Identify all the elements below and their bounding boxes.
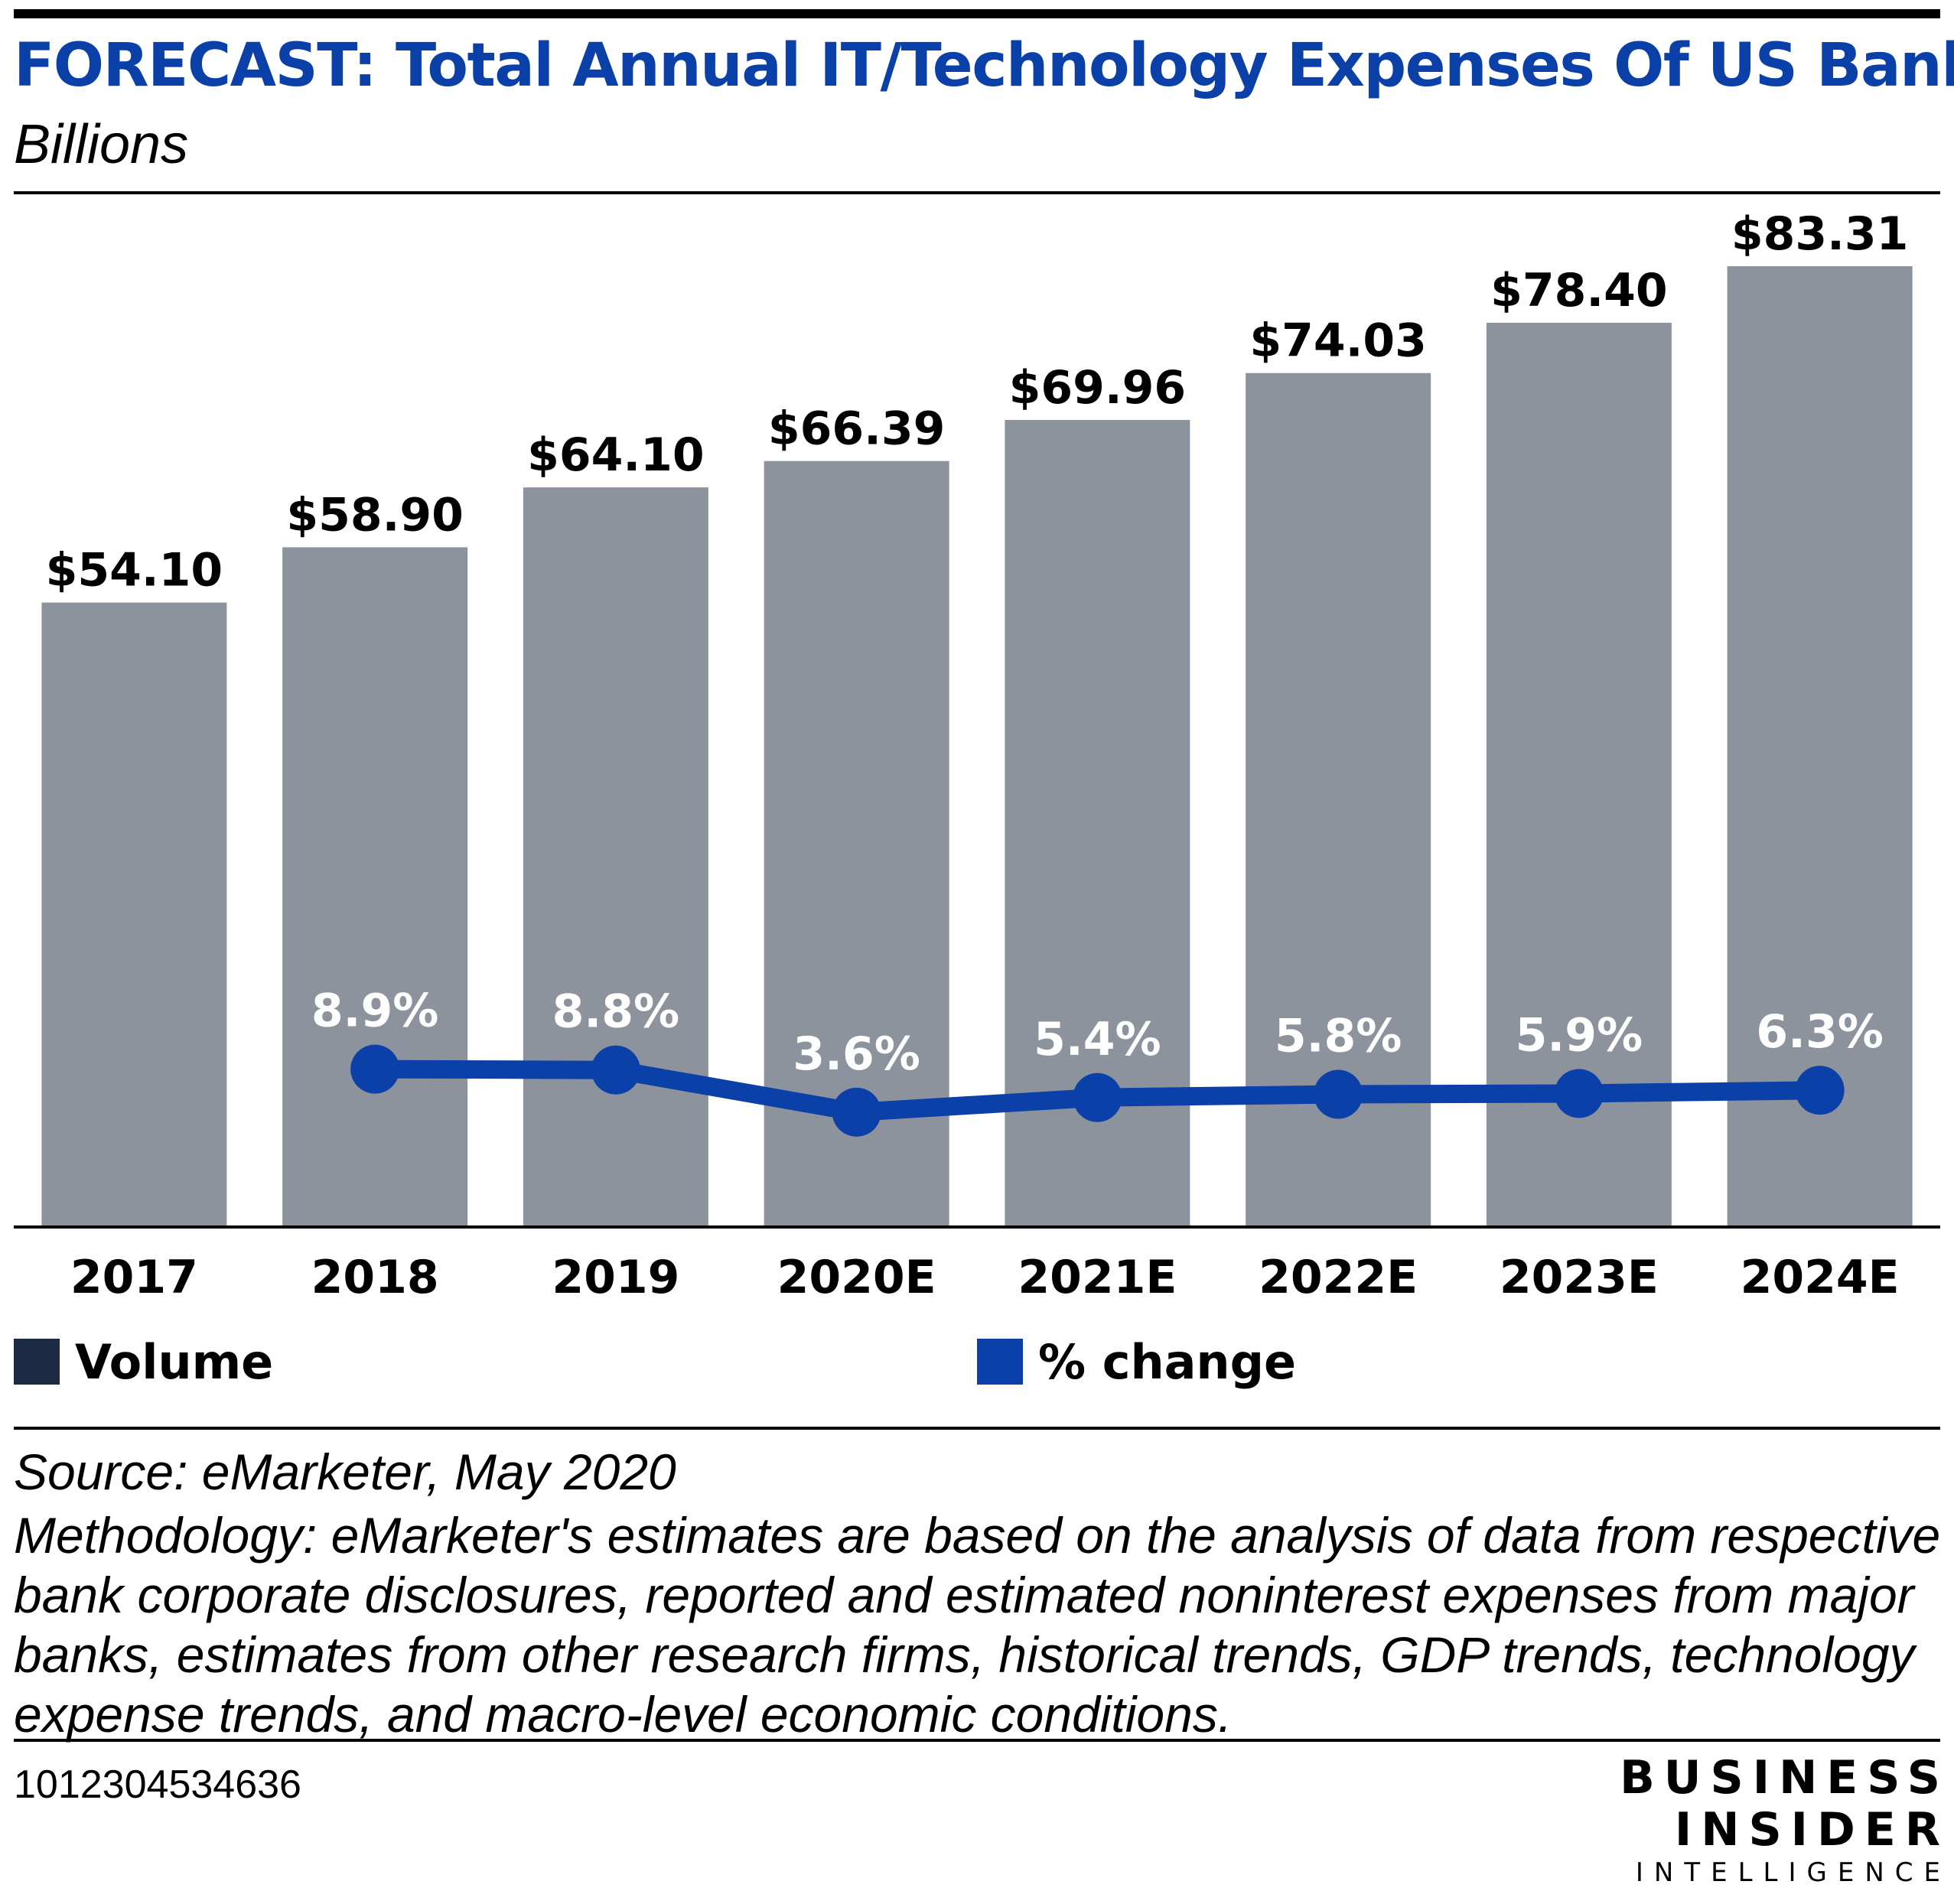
bar-volume [41, 602, 227, 1225]
line-point-label: 3.6% [793, 1027, 920, 1081]
line-point-label: 5.4% [1034, 1013, 1161, 1066]
bar-volume [282, 547, 468, 1225]
bar-line-chart: $54.10 2017 $58.90 2018 $64.10 2019 $66.39 2020… [14, 207, 1940, 1304]
x-tick-label: 2020E [777, 1251, 936, 1304]
logo-line-insider: INSIDER [1674, 1803, 1949, 1857]
chart-subtitle: Billions [14, 114, 189, 175]
methodology-note: Methodology: eMarketer's estimates are b… [14, 1507, 1941, 1743]
bar-value-label: $64.10 [527, 428, 705, 482]
line-point-pct-change [1795, 1066, 1845, 1115]
bar-value-label: $66.39 [768, 402, 946, 456]
chart-id: 1012304534636 [14, 1762, 301, 1807]
bar-value-label: $83.31 [1731, 207, 1909, 261]
x-tick-label: 2017 [70, 1251, 198, 1304]
line-point-label: 5.8% [1275, 1010, 1402, 1063]
bar-value-label: $58.90 [286, 488, 464, 542]
bar-volume [1727, 266, 1913, 1225]
x-tick-label: 2024E [1741, 1251, 1900, 1304]
bar-value-label: $74.03 [1249, 314, 1427, 368]
line-point-label: 8.9% [311, 985, 438, 1038]
x-tick-label: 2022E [1259, 1251, 1418, 1304]
legend-change-swatch [977, 1339, 1023, 1385]
footer-bottom-divider [14, 1739, 1940, 1742]
legend-volume-label: Volume [75, 1333, 274, 1390]
x-tick-label: 2021E [1018, 1251, 1177, 1304]
chart-title: FORECAST: Total Annual IT/Technology Exp… [14, 31, 1954, 100]
legend-volume-swatch [14, 1339, 60, 1385]
logo-line-business: BUSINESS [1620, 1751, 1949, 1805]
x-tick-label: 2019 [552, 1251, 679, 1304]
bar-value-label: $69.96 [1009, 361, 1187, 415]
x-axis-line [14, 1225, 1940, 1229]
x-tick-label: 2023E [1500, 1251, 1659, 1304]
line-point-pct-change [832, 1087, 881, 1137]
line-point-pct-change [1554, 1069, 1604, 1118]
legend-change: % change [977, 1327, 1296, 1396]
bar-value-label: $54.10 [46, 544, 223, 597]
line-point-pct-change [1314, 1069, 1363, 1119]
x-tick-label: 2018 [311, 1251, 439, 1304]
bar-volume [523, 487, 708, 1225]
line-point-pct-change [350, 1044, 400, 1094]
bar-value-label: $78.40 [1490, 264, 1668, 317]
business-insider-intelligence-logo: BUSINESS INSIDER INTELLIGENCE [1620, 1752, 1940, 1889]
line-point-pct-change [1073, 1072, 1122, 1122]
legend-volume: Volume [14, 1327, 273, 1396]
footer-divider [14, 1427, 1940, 1430]
line-point-label: 8.8% [552, 985, 679, 1039]
top-rule [14, 9, 1940, 18]
title-divider [14, 191, 1940, 194]
line-point-label: 5.9% [1516, 1008, 1643, 1062]
legend-change-label: % change [1038, 1333, 1297, 1390]
line-point-pct-change [591, 1045, 640, 1095]
line-point-label: 6.3% [1756, 1005, 1883, 1059]
logo-line-intelligence: INTELLIGENCE [1635, 1857, 1951, 1888]
source-note: Source: eMarketer, May 2020 [14, 1443, 676, 1500]
